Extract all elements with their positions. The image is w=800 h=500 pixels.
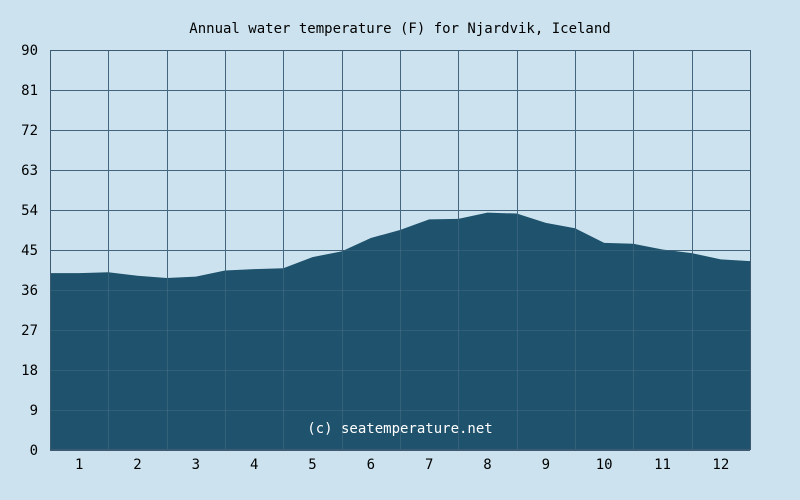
x-tick-label: 7 <box>425 457 433 473</box>
y-tick-label: 18 <box>21 363 38 379</box>
x-axis: 1 2 3 4 5 6 7 8 9 10 11 12 <box>75 457 729 473</box>
y-tick-label: 45 <box>21 243 38 259</box>
x-tick-label: 1 <box>75 457 83 473</box>
x-tick-label: 3 <box>192 457 200 473</box>
watermark: (c) seatemperature.net <box>307 421 492 437</box>
x-tick-label: 12 <box>712 457 729 473</box>
y-tick-label: 27 <box>21 323 38 339</box>
x-tick-label: 5 <box>308 457 316 473</box>
x-tick-label: 2 <box>133 457 141 473</box>
x-tick-label: 8 <box>483 457 491 473</box>
y-tick-label: 36 <box>21 283 38 299</box>
x-tick-label: 10 <box>596 457 613 473</box>
y-tick-label: 90 <box>21 43 38 59</box>
x-tick-label: 4 <box>250 457 258 473</box>
plot-frame <box>50 50 751 450</box>
y-tick-label: 81 <box>21 83 38 99</box>
grid-overlay <box>50 50 750 450</box>
chart-title: Annual water temperature (F) for Njardvi… <box>189 21 610 37</box>
y-tick-label: 72 <box>21 123 38 139</box>
y-axis: 0 9 18 27 36 45 54 63 72 81 90 <box>21 43 38 459</box>
x-tick-label: 9 <box>542 457 550 473</box>
y-tick-label: 0 <box>30 443 38 459</box>
y-tick-label: 9 <box>30 403 38 419</box>
x-tick-label: 11 <box>654 457 671 473</box>
y-tick-label: 63 <box>21 163 38 179</box>
x-tick-label: 6 <box>367 457 375 473</box>
y-tick-label: 54 <box>21 203 38 219</box>
